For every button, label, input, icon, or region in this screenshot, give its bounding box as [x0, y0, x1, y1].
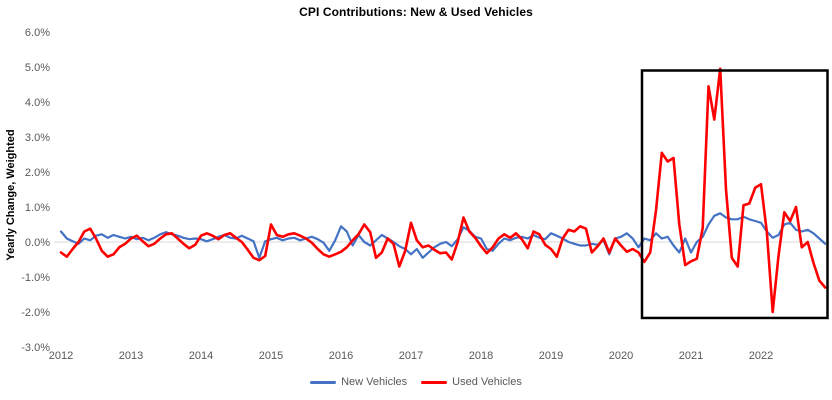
x-tick-label: 2015	[259, 350, 283, 362]
y-tick-label: 0.0%	[25, 237, 50, 249]
y-tick-label: -2.0%	[21, 307, 50, 319]
y-tick-label: 1.0%	[25, 202, 50, 214]
legend-item-used-vehicles: Used Vehicles	[421, 376, 522, 388]
new-vehicles-line	[59, 212, 827, 259]
legend-item-new-vehicles: New Vehicles	[310, 376, 407, 388]
y-tick-label: 5.0%	[25, 62, 50, 74]
new-vehicles-line-swatch	[310, 380, 337, 384]
y-tick-label: -3.0%	[21, 342, 50, 354]
x-tick-label: 2013	[119, 350, 143, 362]
legend-label-used-vehicles: Used Vehicles	[452, 376, 522, 388]
highlight-box	[640, 69, 829, 320]
x-tick-label: 2016	[329, 350, 353, 362]
used-vehicles-line	[59, 67, 827, 314]
x-tick-label: 2020	[609, 350, 633, 362]
used-vehicles-line-swatch	[421, 380, 448, 384]
x-tick-label: 2019	[539, 350, 563, 362]
y-tick-label: 4.0%	[25, 97, 50, 109]
x-tick-label: 2018	[469, 350, 493, 362]
x-tick-label: 2014	[189, 350, 213, 362]
legend-label-new-vehicles: New Vehicles	[341, 376, 408, 388]
y-tick-label: -1.0%	[21, 272, 50, 284]
y-tick-label: 3.0%	[25, 132, 50, 144]
chart-title: CPI Contributions: New & Used Vehicles	[299, 5, 533, 19]
y-tick-label: 6.0%	[25, 27, 50, 39]
x-tick-label: 2017	[399, 350, 423, 362]
x-tick-label: 2021	[679, 350, 703, 362]
x-tick-label: 2012	[49, 350, 73, 362]
x-tick-label: 2022	[749, 350, 773, 362]
chart-legend: New Vehicles Used Vehicles	[0, 376, 832, 388]
y-tick-label: 2.0%	[25, 167, 50, 179]
